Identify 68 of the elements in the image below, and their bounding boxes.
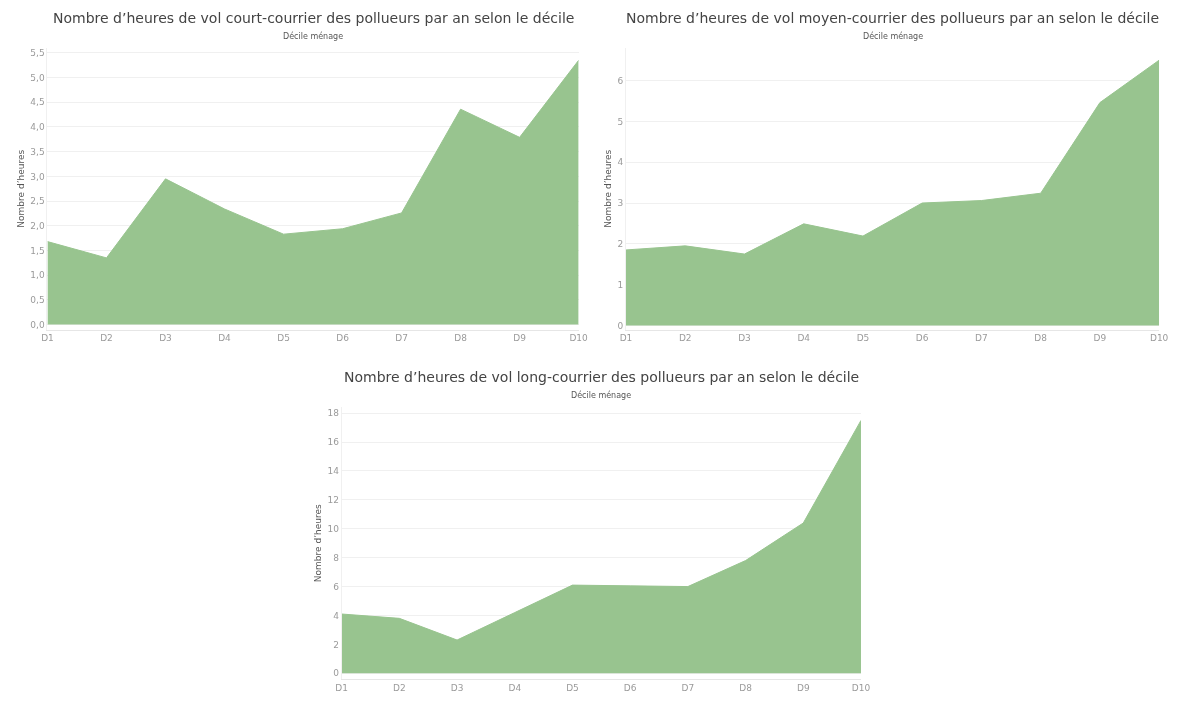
x-tick-label: D2 <box>678 333 692 344</box>
x-tick-label: D5 <box>856 333 870 344</box>
y-tick-label: 1 <box>617 279 624 290</box>
x-tick-label: D10 <box>851 682 871 693</box>
y-tick-label: 5 <box>617 116 624 127</box>
y-axis-title: Nombre d’heures <box>312 503 323 583</box>
y-tick-label: 0,5 <box>30 295 45 306</box>
y-tick-label: 0 <box>333 668 340 679</box>
y-tick-label: 1,0 <box>30 270 45 281</box>
y-tick-label: 12 <box>327 495 339 506</box>
y-tick-label: 10 <box>327 523 340 534</box>
y-tick-label: 4,0 <box>30 122 45 133</box>
x-tick-label: D7 <box>975 333 988 344</box>
y-tick-label: 6 <box>617 75 624 86</box>
y-axis-title: Nombre d’heures <box>15 149 26 228</box>
x-tick-label: D5 <box>566 682 579 693</box>
x-tick-label: D8 <box>454 333 468 344</box>
y-tick-label: 3,0 <box>30 171 45 182</box>
y-tick-label: 2,5 <box>30 196 45 207</box>
x-tick-label: D8 <box>739 682 753 693</box>
x-tick-label: D4 <box>797 333 811 344</box>
y-tick-label: 3 <box>617 198 624 209</box>
x-axis-title: Décile ménage <box>571 390 632 400</box>
y-tick-label: 14 <box>327 466 340 477</box>
y-tick-label: 6 <box>333 581 340 592</box>
y-tick-label: 16 <box>327 437 340 448</box>
y-tick-label: 3,5 <box>30 146 45 157</box>
x-tick-label: D5 <box>277 333 290 344</box>
y-tick-label: 4 <box>617 157 624 168</box>
x-tick-label: D1 <box>41 333 54 344</box>
x-tick-label: D10 <box>1149 333 1169 344</box>
y-tick-label: 18 <box>327 408 340 419</box>
x-tick-label: D6 <box>915 333 929 344</box>
x-tick-label: D1 <box>619 333 633 344</box>
x-tick-label: D3 <box>450 682 464 693</box>
y-tick-label: 5,0 <box>30 72 45 83</box>
y-tick-label: 0,0 <box>30 319 45 330</box>
y-tick-label: 2 <box>333 639 339 650</box>
x-tick-label: D9 <box>513 333 527 344</box>
x-tick-label: D9 <box>796 682 810 693</box>
x-tick-label: D8 <box>1034 333 1048 344</box>
x-axis-title: Décile ménage <box>863 31 924 41</box>
y-tick-label: 0 <box>617 320 624 331</box>
x-tick-label: D3 <box>159 333 172 344</box>
chart-title: Nombre d’heures de vol court-courrier des pollueurs par an selon le décile <box>53 10 575 26</box>
chart-title: Nombre d’heures de vol moyen-courrier des pollueurs par an selon le décile <box>626 10 1159 26</box>
y-tick-label: 4,5 <box>30 97 45 108</box>
y-tick-label: 1,5 <box>30 245 45 256</box>
y-tick-label: 2,0 <box>30 220 45 231</box>
x-tick-label: D7 <box>395 333 408 344</box>
x-axis-title: Décile ménage <box>283 31 344 41</box>
y-tick-label: 8 <box>333 552 340 563</box>
x-tick-label: D2 <box>100 333 113 344</box>
x-tick-label: D2 <box>393 682 406 693</box>
x-tick-label: D4 <box>218 333 232 344</box>
y-tick-label: 4 <box>333 610 340 621</box>
x-tick-label: D9 <box>1093 333 1107 344</box>
y-tick-label: 2 <box>617 238 624 249</box>
x-tick-label: D10 <box>569 333 589 344</box>
y-axis-title: Nombre d’heures <box>602 149 613 228</box>
x-tick-label: D3 <box>738 333 751 344</box>
x-tick-label: D4 <box>508 682 522 693</box>
x-tick-label: D1 <box>335 682 348 693</box>
x-tick-label: D6 <box>623 682 637 693</box>
chart-title: Nombre d’heures de vol long-courrier des pollueurs par an selon le décile <box>344 369 860 385</box>
y-tick-label: 5,5 <box>30 48 45 59</box>
x-tick-label: D6 <box>336 333 350 344</box>
x-tick-label: D7 <box>681 682 695 693</box>
